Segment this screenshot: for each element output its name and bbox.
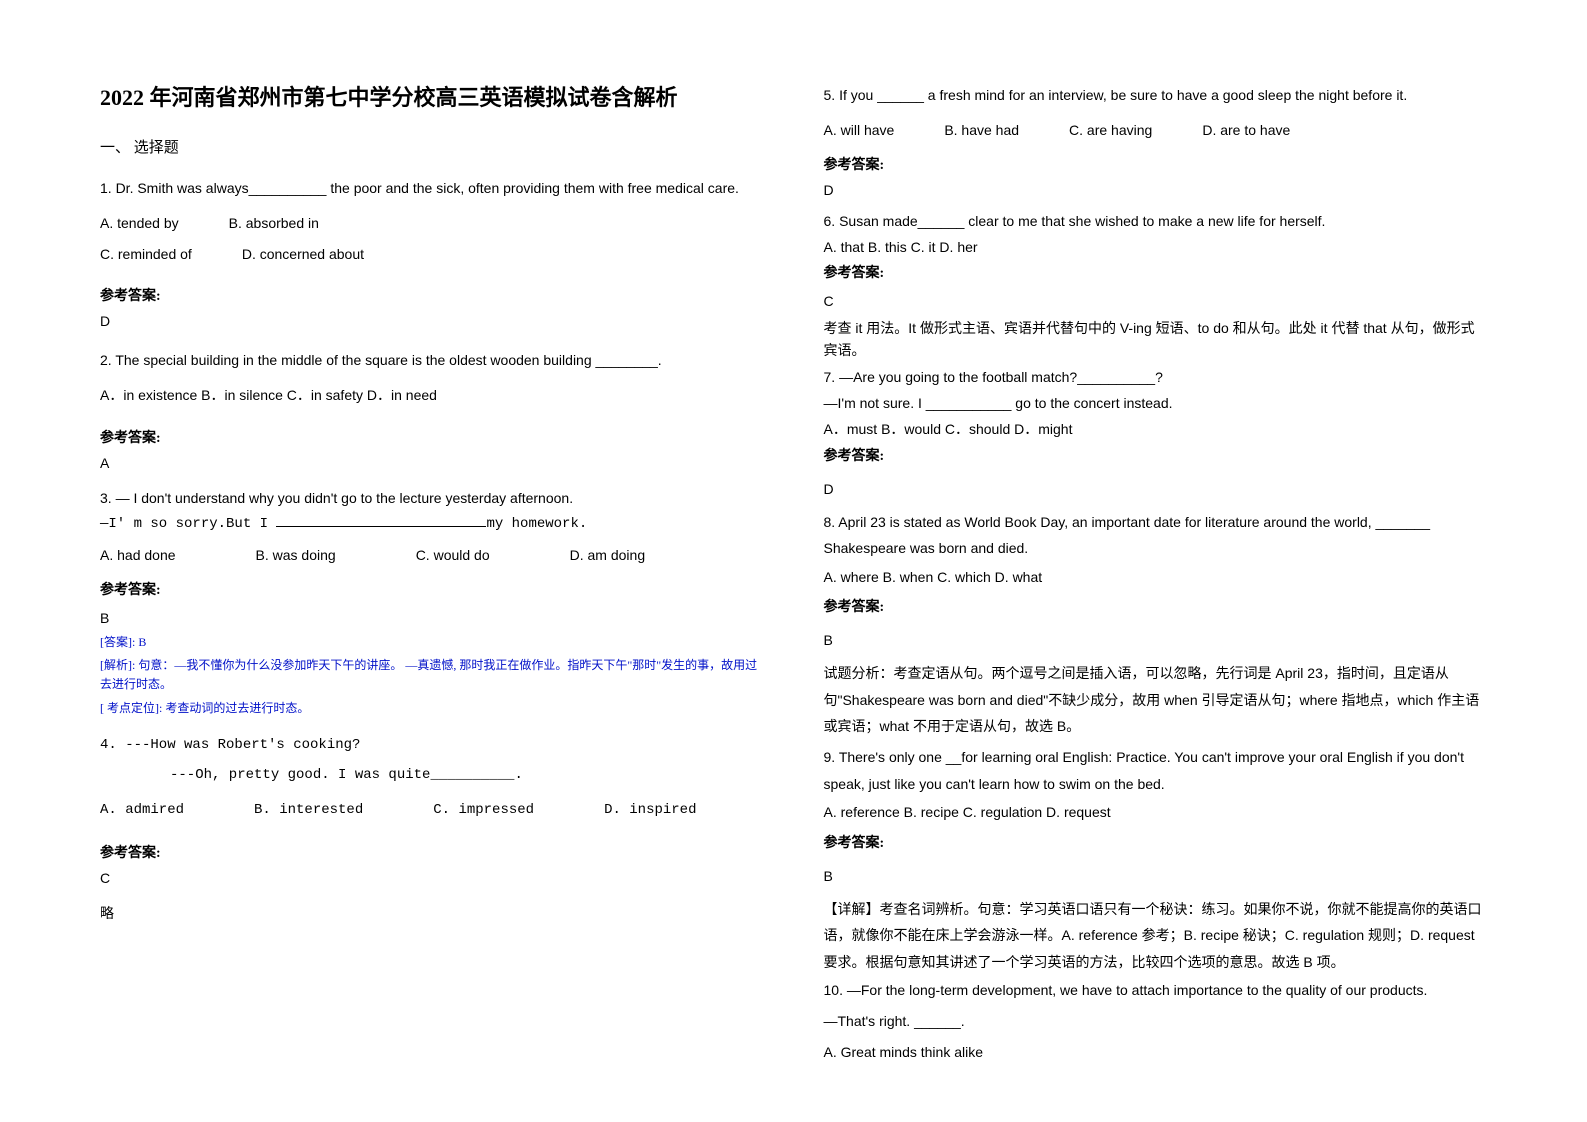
right-column: 5. If you ______ a fresh mind for an int… [824,80,1488,1067]
q6-exp: 考查 it 用法。It 做形式主语、宾语并代替句中的 V-ing 短语、to d… [824,317,1488,362]
q3-exp3: [ 考点定位]: 考查动词的过去进行时态。 [100,699,764,718]
q8-opts: A. where B. when C. which D. what [824,566,1488,588]
q4-opts: A. admired B. interested C. impressed D.… [100,795,764,826]
q10-stem2: —That's right. ______. [824,1006,1488,1037]
q7-stem1: 7. —Are you going to the football match?… [824,366,1488,388]
q10-opt-a: A. Great minds think alike [824,1041,1488,1063]
q4-opt-b: B. interested [254,795,363,826]
q9-exp: 【详解】考查名词辨析。句意：学习英语口语只有一个秘诀：练习。如果你不说，你就不能… [824,896,1488,976]
q3-stem2b: my homework. [486,516,587,532]
q3-ans: B [100,607,764,629]
q3-stem1: 3. — I don't understand why you didn't g… [100,487,764,509]
q4-opt-c: C. impressed [433,795,534,826]
q5-opt-c: C. are having [1069,115,1152,146]
q4-opt-d: D. inspired [604,795,696,826]
q5-opt-d: D. are to have [1202,115,1290,146]
q1-opt-d: D. concerned about [242,239,364,270]
q1-opt-b: B. absorbed in [229,208,319,239]
q3-opt-a: A. had done [100,540,176,571]
q5-stem: 5. If you ______ a fresh mind for an int… [824,80,1488,111]
q5-ans: D [824,182,1488,198]
q8-ans-label: 参考答案: [824,596,1488,616]
q9-ans-label: 参考答案: [824,832,1488,852]
section-header: 一、 选择题 [100,136,764,157]
q7-ans: D [824,481,1488,497]
q7-stem2: —I'm not sure. I ___________ go to the c… [824,392,1488,414]
q3-exp1: [答案]: B [100,633,764,652]
q2-opts: A．in existence B．in silence C．in safety … [100,380,764,411]
left-column: 2022 年河南省郑州市第七中学分校高三英语模拟试卷含解析 一、 选择题 1. … [100,80,764,1067]
q3-opts: A. had done B. was doing C. would do D. … [100,540,764,571]
page-container: 2022 年河南省郑州市第七中学分校高三英语模拟试卷含解析 一、 选择题 1. … [100,80,1487,1067]
q4-stem2: ---Oh, pretty good. I was quite_________… [100,760,764,791]
q6-ans-label: 参考答案: [824,262,1488,282]
q1-stem: 1. Dr. Smith was always__________ the po… [100,173,764,204]
q8-exp: 试题分析：考查定语从句。两个逗号之间是插入语，可以忽略，先行词是 April 2… [824,660,1488,740]
q3-exp2: [解析]: 句意：—我不懂你为什么没参加昨天下午的讲座。 —真遗憾, 那时我正在… [100,656,764,694]
q4-note: 略 [100,898,764,929]
q1-opts-row1: A. tended by B. absorbed in [100,208,764,239]
q5-opt-a: A. will have [824,115,895,146]
q4-ans-label: 参考答案: [100,842,764,862]
q5-ans-label: 参考答案: [824,154,1488,174]
q10-stem1: 10. —For the long-term development, we h… [824,979,1488,1001]
q6-ans: C [824,290,1488,312]
q4-stem1: 4. ---How was Robert's cooking? [100,734,764,756]
q1-opts-row2: C. reminded of D. concerned about [100,239,764,270]
q2-ans: A [100,455,764,471]
q3-stem2: —I' m so sorry.But I my homework. [100,513,764,535]
q1-opt-a: A. tended by [100,208,179,239]
q4-ans: C [100,870,764,886]
q6-opts: A. that B. this C. it D. her [824,236,1488,258]
q5-opt-b: B. have had [944,115,1019,146]
q9-ans: B [824,868,1488,884]
q8-stem: 8. April 23 is stated as World Book Day,… [824,509,1488,562]
q8-ans: B [824,632,1488,648]
q1-ans: D [100,313,764,329]
q7-ans-label: 参考答案: [824,445,1488,465]
q2-ans-label: 参考答案: [100,427,764,447]
q3-opt-b: B. was doing [256,540,336,571]
q4-opt-a: A. admired [100,795,184,826]
q1-opt-c: C. reminded of [100,239,192,270]
q6-stem: 6. Susan made______ clear to me that she… [824,210,1488,232]
q3-stem2a: —I' m so sorry.But I [100,516,276,532]
q9-opts: A. reference B. recipe C. regulation D. … [824,801,1488,823]
q3-blank [276,526,486,527]
q5-opts: A. will have B. have had C. are having D… [824,115,1488,146]
q1-ans-label: 参考答案: [100,285,764,305]
q9-stem: 9. There's only one __for learning oral … [824,744,1488,797]
doc-title: 2022 年河南省郑州市第七中学分校高三英语模拟试卷含解析 [100,80,764,112]
q3-opt-c: C. would do [416,540,490,571]
q3-ans-label: 参考答案: [100,579,764,599]
q7-opts: A．must B．would C．should D．might [824,418,1488,440]
q2-stem: 2. The special building in the middle of… [100,345,764,376]
q3-opt-d: D. am doing [570,540,645,571]
